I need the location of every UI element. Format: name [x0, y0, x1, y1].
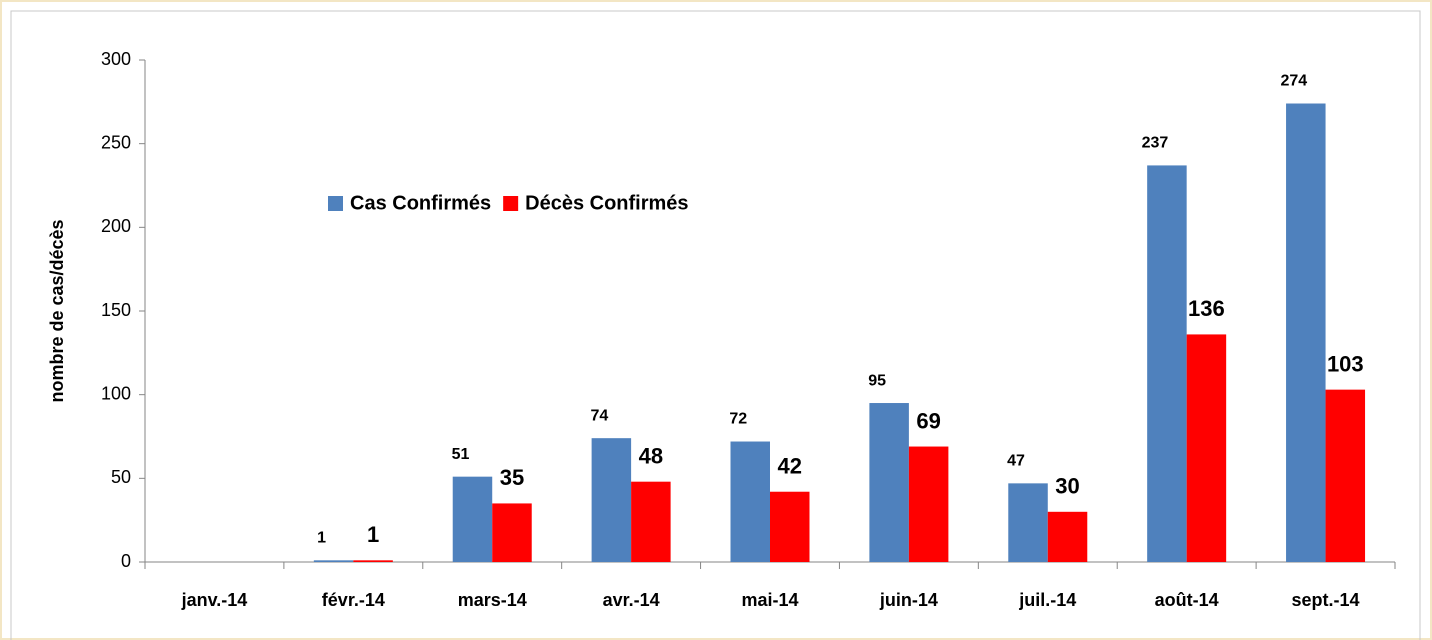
y-tick-label: 150: [101, 300, 131, 320]
bar: [908, 446, 949, 562]
data-label: 103: [1327, 351, 1364, 376]
x-tick-label: mars-14: [458, 590, 527, 610]
x-tick-label: févr.-14: [322, 590, 385, 610]
x-tick-label: janv.-14: [181, 590, 248, 610]
data-label: 51: [452, 446, 470, 463]
bar: [869, 403, 909, 562]
bar: [730, 441, 770, 562]
data-label: 72: [729, 411, 747, 428]
data-label: 35: [500, 465, 524, 490]
y-tick-label: 50: [111, 467, 131, 487]
bar: [1147, 165, 1187, 563]
x-tick-label: sept.-14: [1292, 590, 1360, 610]
bar: [770, 491, 810, 562]
bar: [631, 481, 671, 562]
x-tick-label: mai-14: [741, 590, 798, 610]
bar: [1008, 483, 1048, 562]
data-label: 237: [1142, 135, 1169, 152]
data-label: 274: [1280, 73, 1307, 90]
x-tick-label: juil.-14: [1018, 590, 1076, 610]
bar: [1286, 103, 1326, 563]
legend-label: Cas Confirmés: [350, 192, 491, 214]
bar: [1325, 389, 1366, 562]
data-label: 47: [1007, 453, 1025, 470]
data-label: 136: [1188, 296, 1225, 321]
bar: [1047, 511, 1088, 562]
bar: [353, 560, 393, 562]
data-label: 1: [317, 530, 326, 547]
bar: [591, 438, 632, 562]
data-label: 74: [590, 407, 608, 424]
x-tick-label: avr.-14: [603, 590, 660, 610]
chart-frame: [10, 10, 1421, 640]
y-tick-label: 100: [101, 383, 131, 403]
legend-swatch: [328, 196, 343, 211]
data-label: 42: [778, 454, 802, 479]
bar: [492, 503, 532, 562]
bar: [313, 560, 354, 562]
y-tick-label: 200: [101, 216, 131, 236]
data-label: 30: [1055, 474, 1079, 499]
bar: [452, 476, 493, 562]
legend-swatch: [503, 196, 519, 211]
data-label: 1: [367, 522, 379, 547]
legend-label: Décès Confirmés: [525, 192, 688, 214]
x-tick-label: août-14: [1155, 590, 1219, 610]
bar: [1186, 334, 1227, 562]
data-label: 69: [916, 408, 940, 433]
y-tick-label: 300: [101, 49, 131, 69]
y-tick-label: 250: [101, 132, 131, 152]
data-label: 48: [639, 443, 663, 468]
y-axis-title: nombre de cas/décès: [47, 219, 67, 402]
data-label: 95: [868, 372, 886, 389]
x-tick-label: juin-14: [879, 590, 938, 610]
y-tick-label: 0: [121, 551, 131, 571]
